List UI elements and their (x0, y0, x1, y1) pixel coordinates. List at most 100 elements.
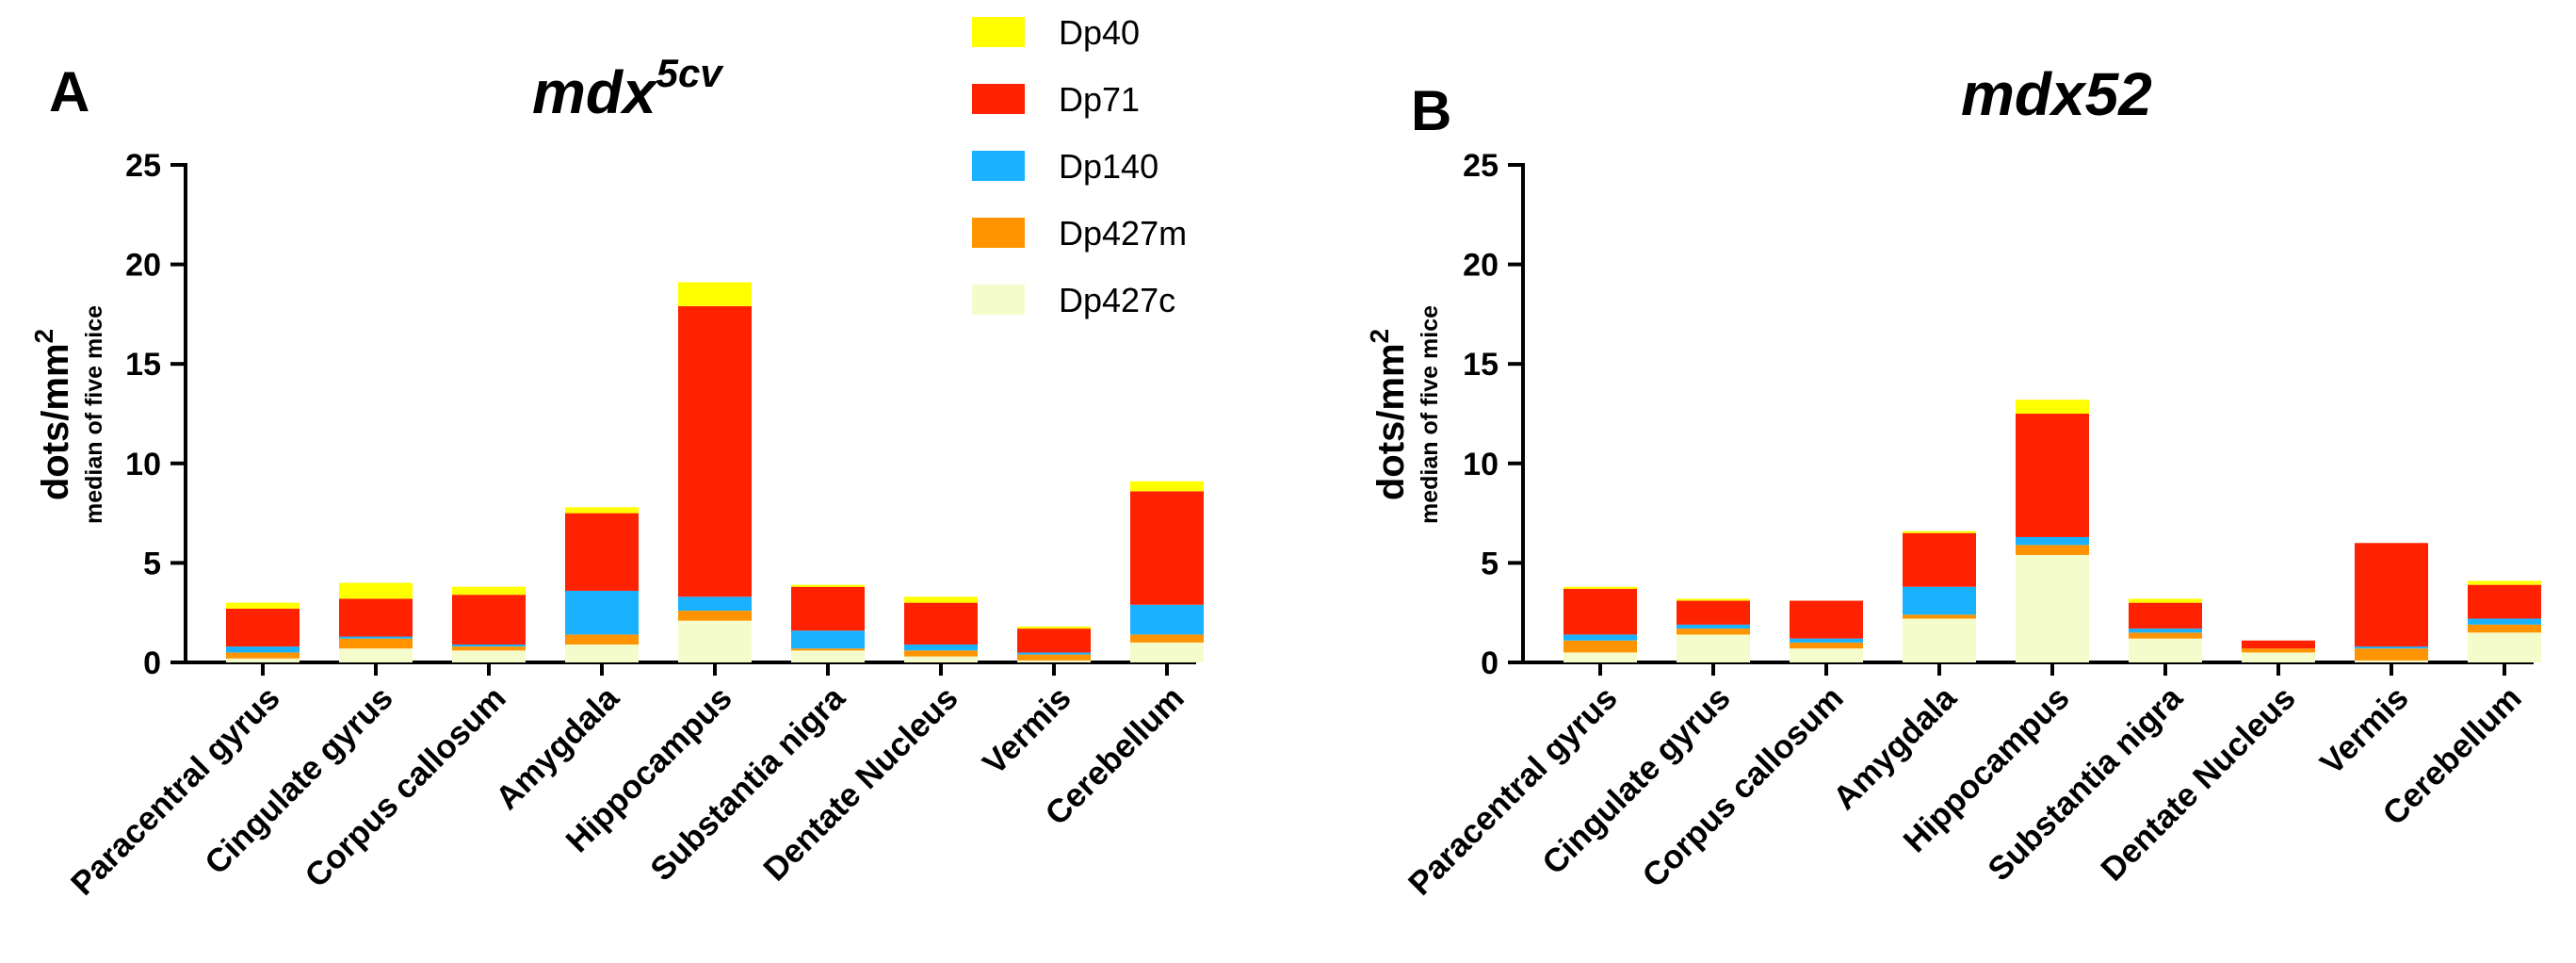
panel-b-bar-hippocampus-dp140 (2016, 536, 2089, 546)
panel-b-bar-amygdala-dp140 (1903, 586, 1976, 615)
panel-a-ytick-label-2: 10 (125, 447, 161, 482)
panel-a-bar-cerebellum-dp40 (1130, 481, 1204, 492)
panel-b-bar-paracentral-gyrus-dp427m (1563, 640, 1637, 653)
panel-b-bar-amygdala-dp427c (1903, 618, 1976, 662)
legend-swatch-dp427m (972, 218, 1025, 248)
panel-b-ytick-label-3: 15 (1463, 347, 1499, 383)
panel-a-bar-amygdala-dp40 (565, 507, 639, 514)
panel-b-ylabel: dots/mm2 (1365, 329, 1412, 500)
legend-label-dp71: Dp71 (1059, 80, 1140, 119)
panel-b-bar-hippocampus-dp427c (2016, 554, 2089, 662)
panel-b-bar-corpus-callosum-dp427c (1790, 648, 1863, 662)
panel-a-letter: A (49, 60, 89, 123)
panel-b-bar-vermis-dp140 (2355, 646, 2428, 649)
legend-label-dp140: Dp140 (1059, 147, 1158, 186)
legend: Dp40 Dp71 Dp140 Dp427m Dp427c (972, 13, 1187, 319)
panel-a-bar-vermis-dp140 (1017, 652, 1091, 655)
panel-a-ylabel-sub: median of five mice (81, 305, 107, 524)
panel-b-category-label-cingulate-gyrus: Cingulate gyrus (1535, 679, 1738, 882)
panel-a-bar-cerebellum-dp140 (1130, 604, 1204, 635)
panel-b-bar-paracentral-gyrus-dp40 (1563, 586, 1637, 589)
panel-b-bar-substantia-nigra-dp40 (2129, 598, 2202, 603)
panel-a-category-label-vermis: Vermis (976, 679, 1078, 782)
panel-a-bar-substantia-nigra-dp40 (791, 584, 865, 587)
panel-b-category-label-vermis: Vermis (2313, 679, 2416, 782)
panel-a-ytick-label-0: 0 (143, 645, 161, 681)
panel-b-bar-cingulate-gyrus-dp40 (1677, 598, 1750, 601)
panel-a-bar-dentate-nucleus-dp71 (904, 602, 978, 645)
panel-b-category-label-corpus-callosum: Corpus callosum (1635, 679, 1850, 894)
panel-a-bar-paracentral-gyrus-dp40 (226, 602, 300, 609)
panel-a-bar-hippocampus-dp140 (678, 596, 752, 612)
panel-a-bar-cingulate-gyrus-dp140 (339, 636, 413, 639)
panel-a-category-label-substantia-nigra: Substantia nigra (643, 679, 852, 889)
legend-label-dp427m: Dp427m (1059, 214, 1187, 253)
panel-b-bar-cingulate-gyrus-dp140 (1677, 624, 1750, 629)
panel-b-bar-vermis-dp427c (2355, 660, 2428, 662)
panel-a-bar-amygdala-dp140 (565, 590, 639, 635)
panel-b-bar-cingulate-gyrus-dp71 (1677, 600, 1750, 625)
legend-swatch-dp40 (972, 17, 1025, 47)
panel-a-ylabel-sup: 2 (29, 329, 58, 344)
panel-a-category-label-corpus-callosum: Corpus callosum (298, 679, 512, 894)
panel-a-bar-vermis-dp427c (1017, 660, 1091, 662)
panel-b-bar-substantia-nigra-dp427c (2129, 638, 2202, 662)
panel-b-bar-cingulate-gyrus-dp427m (1677, 628, 1750, 635)
panel-a-bar-corpus-callosum-dp427m (452, 646, 526, 651)
panel-b-bar-cerebellum-dp140 (2468, 618, 2541, 625)
panel-a-bar-cingulate-gyrus-dp427c (339, 648, 413, 662)
panel-a-bar-dentate-nucleus-dp140 (904, 644, 978, 651)
panel-b-bar-substantia-nigra-dp140 (2129, 628, 2202, 633)
panel-a-bar-corpus-callosum-dp140 (452, 644, 526, 647)
panel-b-bar-amygdala-dp71 (1903, 532, 1976, 587)
panel-b-category-label-paracentral-gyrus: Paracentral gyrus (1401, 679, 1625, 903)
panel-a-bar-dentate-nucleus-dp40 (904, 596, 978, 603)
panel-b-bar-substantia-nigra-dp427m (2129, 632, 2202, 639)
panel-b-bar-cerebellum-dp427m (2468, 624, 2541, 633)
panel-a-ytick-label-4: 20 (125, 248, 161, 284)
panel-a-category-label-cingulate-gyrus: Cingulate gyrus (198, 679, 400, 882)
panel-a-bar-dentate-nucleus-dp427c (904, 656, 978, 662)
panel-a-bar-amygdala-dp71 (565, 513, 639, 591)
panel-a-bar-substantia-nigra-dp140 (791, 630, 865, 649)
panel-a-bar-paracentral-gyrus-dp427c (226, 658, 300, 662)
panel-a-bar-hippocampus-dp427m (678, 611, 752, 621)
panel-a-bar-substantia-nigra-dp427c (791, 650, 865, 662)
panel-a-bar-cingulate-gyrus-dp427m (339, 638, 413, 649)
panel-a-bar-amygdala-dp427m (565, 634, 639, 645)
panel-a-bar-hippocampus-dp427c (678, 620, 752, 662)
panel-b-letter: B (1411, 79, 1451, 142)
panel-a-bar-vermis-dp71 (1017, 628, 1091, 653)
panel-b-category-label-dentate-nucleus: Dentate Nucleus (2094, 679, 2303, 889)
panel-a-bar-vermis-dp427m (1017, 654, 1091, 661)
legend-label-dp40: Dp40 (1059, 13, 1140, 52)
panel-a-bar-cerebellum-dp427m (1130, 634, 1204, 643)
panel-b-bar-dentate-nucleus-dp71 (2242, 640, 2315, 649)
panel-a-bar-paracentral-gyrus-dp427m (226, 652, 300, 659)
panel-a-bar-corpus-callosum-dp427c (452, 650, 526, 662)
panel-a-category-label-paracentral-gyrus: Paracentral gyrus (64, 679, 287, 903)
panel-a-title-main: mdx (532, 58, 658, 126)
panel-b-bar-vermis-dp71 (2355, 543, 2428, 647)
panel-b-bar-cerebellum-dp71 (2468, 584, 2541, 619)
panel-b-bar-hippocampus-dp71 (2016, 414, 2089, 537)
panel-a-bar-substantia-nigra-dp427m (791, 648, 865, 651)
panel-b-category-label-substantia-nigra: Substantia nigra (1981, 679, 2190, 889)
panel-a-bar-cerebellum-dp427c (1130, 642, 1204, 662)
panel-b-ytick-label-1: 5 (1481, 546, 1499, 581)
panel-a-ytick-label-1: 5 (143, 546, 161, 581)
panel-a-ytick-label-3: 15 (125, 347, 161, 383)
panel-b-bar-cingulate-gyrus-dp427c (1677, 634, 1750, 662)
panel-a-bar-cingulate-gyrus-dp71 (339, 598, 413, 637)
panel-a-bar-corpus-callosum-dp71 (452, 595, 526, 645)
panel-b-bar-cerebellum-dp427c (2468, 632, 2541, 662)
panel-a-bar-paracentral-gyrus-dp140 (226, 646, 300, 653)
panel-a-bar-hippocampus-dp71 (678, 305, 752, 597)
panel-b-title-main: mdx52 (1961, 60, 2152, 128)
panel-b-bar-dentate-nucleus-dp427c (2242, 652, 2315, 662)
panel-b-bar-amygdala-dp40 (1903, 530, 1976, 533)
panel-b-bar-amygdala-dp427m (1903, 614, 1976, 619)
